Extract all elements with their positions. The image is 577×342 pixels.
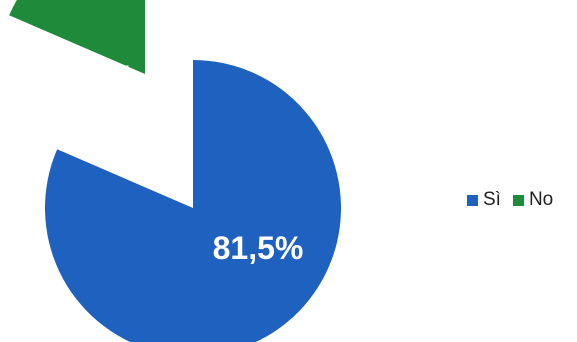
data-label-no: 18,5% [44, 59, 135, 95]
legend-label-no: No [528, 189, 554, 210]
legend: Sì No [467, 189, 565, 211]
legend-swatch-si [467, 194, 478, 206]
legend-label-si: Sì [483, 189, 501, 210]
pie-slice-no [9, 0, 145, 74]
pie-slice-si [44, 60, 341, 342]
legend-item-si: Sì [467, 189, 501, 211]
legend-swatch-no [512, 194, 524, 206]
legend-item-no: No [512, 189, 554, 211]
data-label-si: 81,5% [213, 230, 304, 266]
